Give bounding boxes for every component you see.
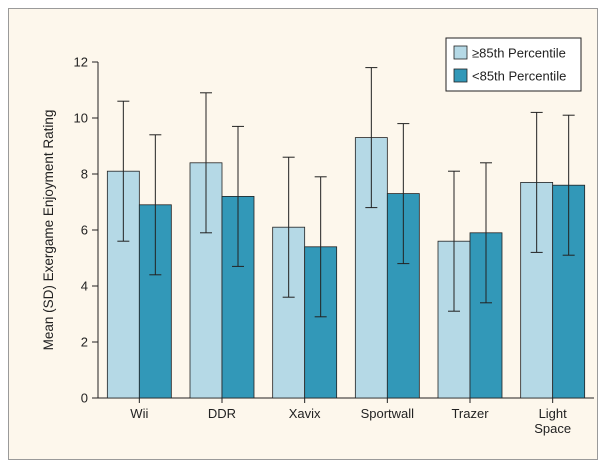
legend-box — [445, 37, 582, 92]
x-category-label-line: Sportwall — [361, 406, 415, 421]
y-tick-label: 10 — [74, 111, 88, 126]
y-tick-label: 4 — [81, 279, 88, 294]
legend-swatch-series-1 — [453, 45, 468, 60]
legend-swatch-series-2 — [453, 68, 468, 83]
y-tick-label: 6 — [81, 223, 88, 238]
axes-group: 0 2 4 6 8 10 12 Wii DDR Xavix Sportwall Trazer Light… — [74, 55, 594, 436]
x-category-label-line: DDR — [208, 406, 236, 421]
y-tick-label: 0 — [81, 391, 88, 406]
y-tick-label: 2 — [81, 335, 88, 350]
x-category-label: DDR — [208, 406, 236, 421]
x-category-label: Wii — [130, 406, 148, 421]
y-tick-label: 12 — [74, 55, 88, 70]
y-tick-label: 8 — [81, 167, 88, 182]
legend-label-series-1: ≥85th Percentile — [472, 46, 566, 61]
x-category-label-line: Space — [534, 421, 571, 436]
x-category-label: Sportwall — [361, 406, 415, 421]
x-category-label-line: Wii — [130, 406, 148, 421]
x-category-label: Light Space — [534, 406, 571, 436]
x-category-label: Trazer — [451, 406, 489, 421]
error-bars-group — [117, 67, 575, 318]
x-category-label: Xavix — [289, 406, 321, 421]
y-axis-title: Mean (SD) Exergame Enjoyment Rating — [41, 110, 56, 351]
legend-label-series-2: <85th Percentile — [472, 69, 566, 84]
x-category-label-line: Light — [539, 406, 568, 421]
x-category-label-line: Trazer — [451, 406, 489, 421]
bars-group — [106, 137, 586, 399]
x-category-label-line: Xavix — [289, 406, 321, 421]
legend: ≥85th Percentile <85th Percentile — [445, 37, 582, 92]
